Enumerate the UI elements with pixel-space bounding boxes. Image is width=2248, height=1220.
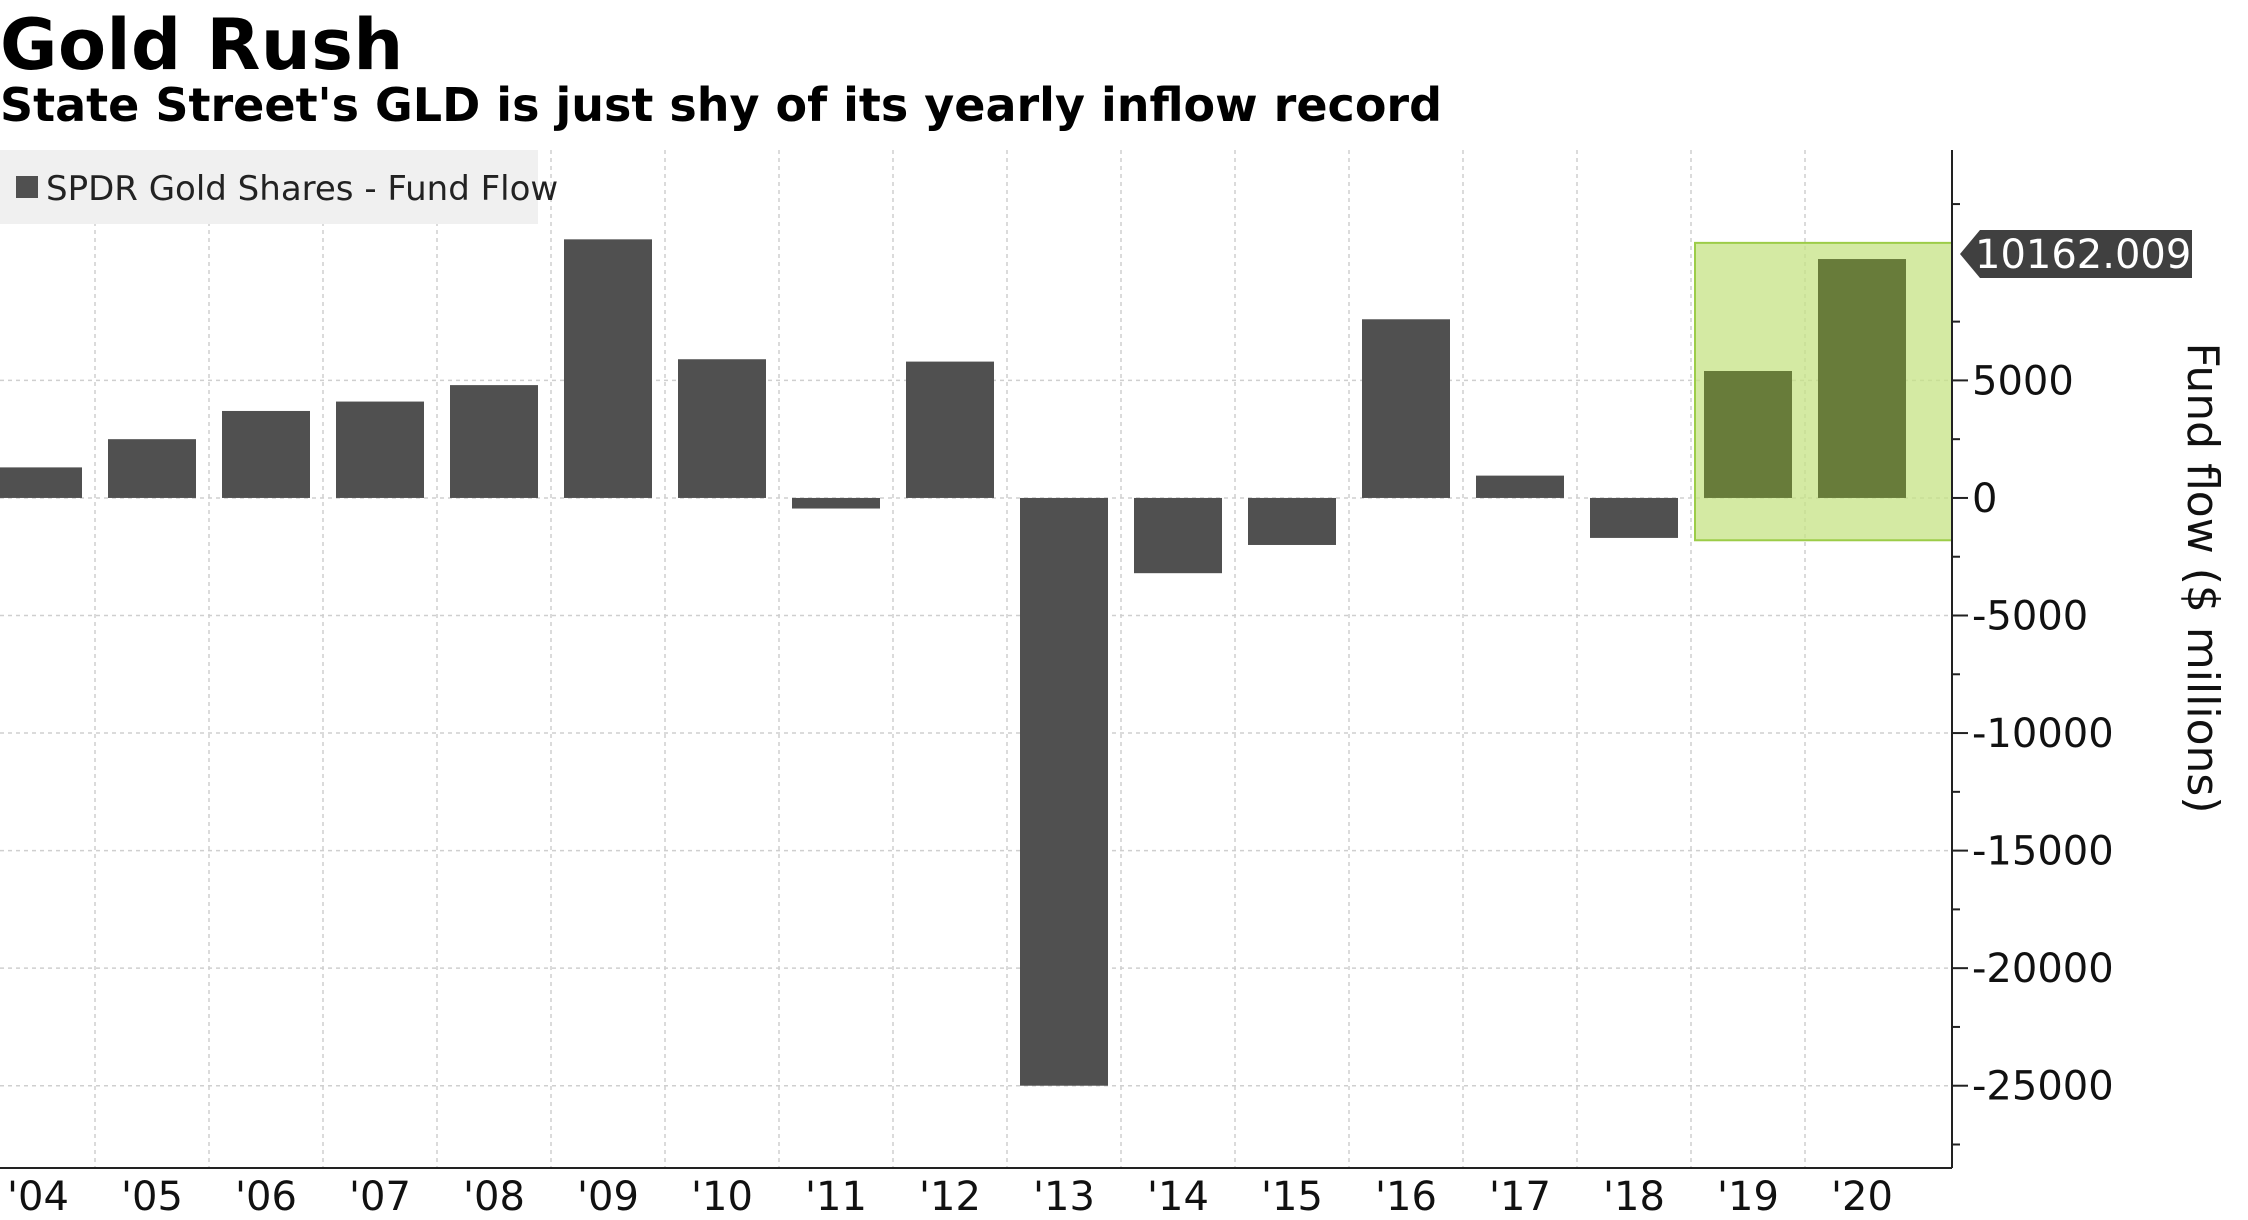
bar-layer bbox=[0, 239, 1906, 1086]
bar-04 bbox=[0, 467, 82, 498]
bar-19 bbox=[1704, 370, 1792, 498]
x-tick-label: '17 bbox=[1489, 1174, 1551, 1220]
bar-20 bbox=[1818, 259, 1906, 498]
x-tick-label: '16 bbox=[1375, 1174, 1437, 1220]
x-tick-label: '05 bbox=[121, 1174, 183, 1220]
legend-label: SPDR Gold Shares - Fund Flow bbox=[46, 169, 558, 209]
grid-layer bbox=[0, 150, 1952, 1168]
bar-08 bbox=[450, 385, 538, 498]
y-tick-label: -5000 bbox=[1972, 594, 2088, 640]
bar-10 bbox=[678, 359, 766, 498]
callout-label: 10162.0098 bbox=[1975, 232, 2217, 278]
x-tick-label: '07 bbox=[349, 1174, 411, 1220]
y-tick-label: 5000 bbox=[1972, 358, 2074, 404]
x-tick-label: '20 bbox=[1831, 1174, 1893, 1220]
x-tick-label: '10 bbox=[691, 1174, 753, 1220]
y-tick-label: -15000 bbox=[1972, 829, 2114, 875]
x-tick-label: '19 bbox=[1717, 1174, 1779, 1220]
bar-15 bbox=[1248, 497, 1336, 545]
y-tick-label: -20000 bbox=[1972, 946, 2114, 992]
y-axis-label: Fund flow ($ millions) bbox=[2177, 342, 2228, 813]
axis-layer: 5000 0 -5000 -10000 -15000 -20000 -25000 '04 '05… bbox=[0, 150, 2114, 1220]
value-callout: 10162.0098 bbox=[1960, 230, 2217, 278]
x-tick-label: '09 bbox=[577, 1174, 639, 1220]
y-tick-label: -10000 bbox=[1972, 711, 2114, 757]
x-tick-label: '04 bbox=[7, 1174, 69, 1220]
bar-07 bbox=[336, 401, 424, 498]
chart-subtitle: State Street's GLD is just shy of its ye… bbox=[0, 78, 1443, 132]
bar-11 bbox=[792, 497, 880, 509]
x-tick-label: '11 bbox=[805, 1174, 867, 1220]
bar-06 bbox=[222, 410, 310, 498]
legend-swatch bbox=[16, 176, 38, 198]
chart-title: Gold Rush bbox=[0, 4, 404, 86]
bar-05 bbox=[108, 439, 196, 498]
x-tick-label: '14 bbox=[1147, 1174, 1209, 1220]
x-tick-label: '15 bbox=[1261, 1174, 1323, 1220]
y-tick-label: 0 bbox=[1972, 476, 1997, 522]
legend-background bbox=[0, 150, 538, 224]
bar-12 bbox=[906, 361, 994, 498]
y-tick-label: -25000 bbox=[1972, 1064, 2114, 1110]
x-tick-label: '06 bbox=[235, 1174, 297, 1220]
bar-13 bbox=[1020, 497, 1108, 1086]
bar-14 bbox=[1134, 497, 1222, 574]
x-tick-label: '08 bbox=[463, 1174, 525, 1220]
x-tick-label: '18 bbox=[1603, 1174, 1665, 1220]
callout-background bbox=[1960, 230, 2192, 278]
legend: SPDR Gold Shares - Fund Flow bbox=[0, 150, 558, 224]
bar-18 bbox=[1590, 497, 1678, 538]
bar-17 bbox=[1476, 475, 1564, 498]
bar-16 bbox=[1362, 319, 1450, 498]
x-tick-label: '12 bbox=[919, 1174, 981, 1220]
bar-09 bbox=[564, 239, 652, 498]
x-tick-label: '13 bbox=[1033, 1174, 1095, 1220]
